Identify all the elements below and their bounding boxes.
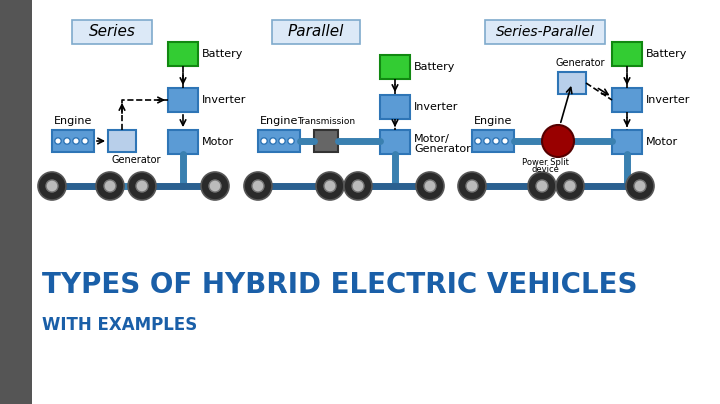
Circle shape [492, 138, 499, 144]
Circle shape [458, 172, 486, 200]
Circle shape [73, 138, 79, 144]
Circle shape [424, 180, 436, 192]
Circle shape [38, 172, 66, 200]
Circle shape [466, 180, 478, 192]
Text: WITH EXAMPLES: WITH EXAMPLES [42, 316, 197, 334]
Circle shape [316, 172, 344, 200]
Bar [72, 20, 152, 44]
Text: Battery: Battery [202, 49, 243, 59]
Text: Motor/: Motor/ [414, 134, 450, 144]
Circle shape [261, 138, 267, 144]
Text: Motor: Motor [646, 137, 678, 147]
Text: Parallel: Parallel [288, 25, 344, 40]
Text: Generator: Generator [556, 58, 606, 68]
Text: Battery: Battery [414, 62, 455, 72]
Circle shape [626, 172, 654, 200]
Text: Series: Series [89, 25, 135, 40]
Circle shape [288, 138, 294, 144]
Text: Inverter: Inverter [414, 102, 459, 112]
Bar [168, 42, 198, 66]
Circle shape [270, 138, 276, 144]
Circle shape [344, 172, 372, 200]
Bar [612, 42, 642, 66]
Bar [472, 130, 514, 152]
Circle shape [128, 172, 156, 200]
Bar [272, 20, 360, 44]
Bar [612, 130, 642, 154]
Text: Engine: Engine [474, 116, 513, 126]
Bar [485, 20, 605, 44]
Circle shape [64, 138, 71, 144]
Text: Inverter: Inverter [202, 95, 246, 105]
Circle shape [528, 172, 556, 200]
Text: Power Split: Power Split [521, 158, 568, 167]
Circle shape [352, 180, 364, 192]
Circle shape [564, 180, 576, 192]
Circle shape [252, 180, 264, 192]
Bar [380, 130, 410, 154]
Circle shape [324, 180, 336, 192]
Circle shape [96, 172, 124, 200]
Text: Engine: Engine [260, 116, 298, 126]
Circle shape [244, 172, 272, 200]
Circle shape [82, 138, 89, 144]
Bar [558, 72, 586, 94]
Circle shape [474, 138, 481, 144]
Bar [612, 88, 642, 112]
Circle shape [634, 180, 646, 192]
Text: Series-Parallel: Series-Parallel [495, 25, 595, 39]
Circle shape [542, 125, 574, 157]
Circle shape [556, 172, 584, 200]
Text: Motor: Motor [202, 137, 234, 147]
Circle shape [209, 180, 221, 192]
Text: Transmission: Transmission [297, 117, 355, 126]
Circle shape [502, 138, 508, 144]
Circle shape [201, 172, 229, 200]
Circle shape [536, 180, 548, 192]
Circle shape [279, 138, 285, 144]
Text: Generator: Generator [414, 144, 471, 154]
Bar [108, 130, 136, 152]
Bar [314, 130, 338, 152]
Bar [168, 88, 198, 112]
Text: Battery: Battery [646, 49, 688, 59]
Bar [380, 95, 410, 119]
Circle shape [104, 180, 116, 192]
Circle shape [484, 138, 490, 144]
Text: Inverter: Inverter [646, 95, 690, 105]
Bar [168, 130, 198, 154]
Bar [0, 0, 32, 404]
Circle shape [416, 172, 444, 200]
Circle shape [55, 138, 61, 144]
Text: Engine: Engine [54, 116, 92, 126]
Text: TYPES OF HYBRID ELECTRIC VEHICLES: TYPES OF HYBRID ELECTRIC VEHICLES [42, 271, 637, 299]
Circle shape [136, 180, 148, 192]
Circle shape [46, 180, 58, 192]
Bar [52, 130, 94, 152]
Bar [258, 130, 300, 152]
Text: Generator: Generator [112, 155, 161, 165]
Text: device: device [531, 165, 559, 174]
Bar [380, 55, 410, 79]
